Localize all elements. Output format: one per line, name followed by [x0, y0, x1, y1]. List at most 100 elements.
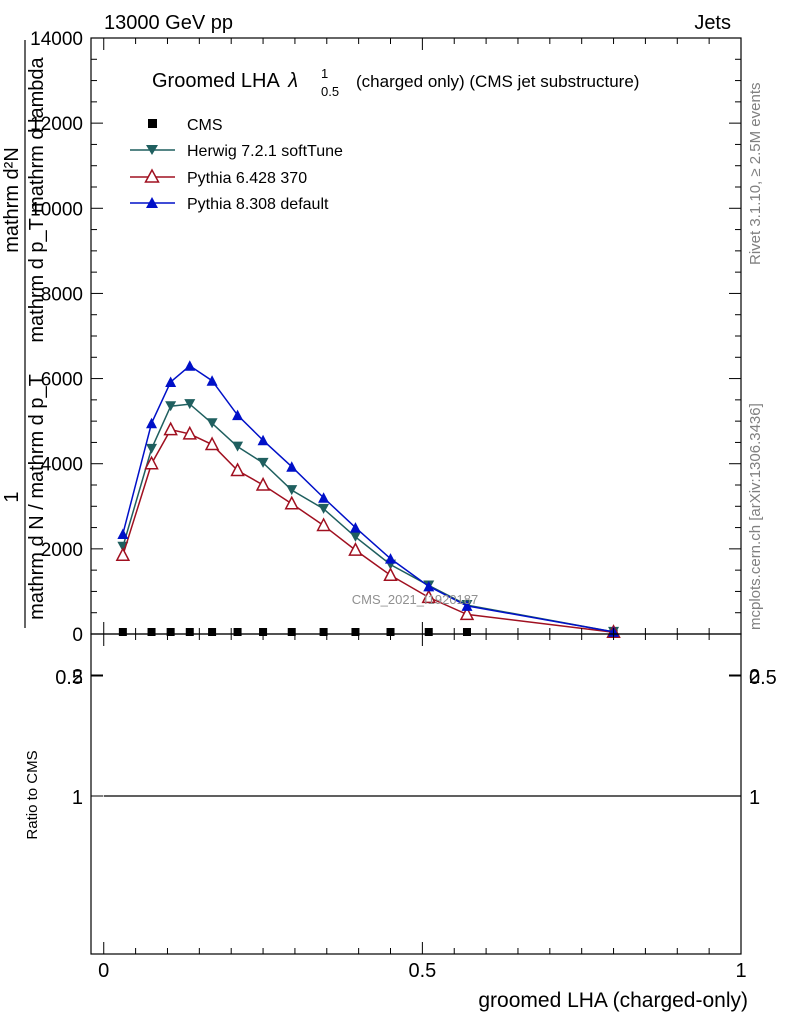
data-point — [284, 495, 299, 510]
ratio-axes: 0.5 0.5 1 1 2 2 0 0.5 1 — [55, 633, 777, 982]
y-tick-label: 12000 — [30, 114, 83, 135]
data-point — [287, 628, 296, 636]
y-label-numerator: mathrm d²N — [1, 147, 23, 253]
data-point — [232, 441, 244, 452]
data-point — [318, 503, 330, 514]
ratio-y-tick-label-right: 1 — [749, 787, 760, 809]
data-point — [383, 567, 398, 582]
chart-title-symbol: λ — [287, 70, 298, 92]
data-point — [144, 455, 159, 470]
data-point — [424, 628, 433, 636]
data-point — [115, 547, 131, 561]
data-point — [348, 542, 363, 556]
data-point — [319, 628, 328, 636]
data-point — [184, 399, 196, 410]
legend-label-pythia6: Pythia 6.428 370 — [187, 170, 307, 187]
data-point — [255, 476, 271, 491]
data-point — [421, 589, 436, 604]
y-tick-label: 4000 — [41, 455, 83, 476]
y-label-denominator: mathrm d p_T mathrm d lambda — [26, 56, 48, 342]
data-point — [257, 434, 269, 446]
legend-label-herwig: Herwig 7.2.1 softTune — [187, 143, 343, 160]
chart-title-sub: 0.5 — [321, 84, 339, 99]
ratio-panel: 0.5 0.5 1 1 2 2 0 0.5 1 Ratio to CMS groomed LHA… — [24, 633, 777, 1012]
legend-item-cms: CMS — [148, 117, 223, 134]
data-point — [459, 606, 475, 621]
y-tick-label: 14000 — [30, 29, 83, 50]
data-point — [208, 628, 217, 636]
x-axis-label: groomed LHA (charged-only) — [478, 989, 748, 1012]
data-point — [230, 462, 245, 477]
data-point — [461, 600, 473, 611]
data-point — [423, 580, 435, 592]
legend-item-herwig: Herwig 7.2.1 softTune — [130, 143, 343, 160]
data-point — [165, 376, 177, 387]
data-point — [286, 461, 298, 472]
data-point — [146, 417, 158, 429]
ratio-frame — [90, 633, 742, 955]
watermark: CMS_2021_I1920187 — [352, 592, 479, 607]
data-point — [462, 628, 471, 636]
data-point — [118, 628, 127, 636]
data-point — [163, 421, 178, 436]
data-point — [233, 628, 242, 636]
y-label-prefix-denominator: mathrm d N / mathrm d p_T — [26, 374, 48, 620]
chart-title-note: (charged only) (CMS jet substructure) — [356, 72, 639, 91]
main-panel: 0 2000 4000 6000 8000 10000 12000 14000 CMS_202… — [1, 29, 742, 646]
header-left-label: 13000 GeV pp — [104, 12, 233, 34]
chart-title-text: Groomed LHA — [152, 70, 280, 92]
data-point — [182, 425, 198, 440]
header-right-label: Jets — [694, 12, 731, 34]
y-tick-label: 2000 — [41, 540, 83, 561]
y-label-prefix: 1 — [1, 491, 23, 502]
mcplots-label: mcplots.cern.ch [arXiv:1306.3436] — [747, 403, 764, 630]
data-point — [316, 517, 331, 532]
data-point — [206, 375, 218, 386]
data-point — [185, 628, 194, 636]
ratio-y-tick-label-right: 0.5 — [749, 667, 777, 689]
data-point — [166, 628, 175, 636]
ratio-y-label: Ratio to CMS — [24, 750, 41, 839]
ratio-y-tick-label-right: 2 — [749, 666, 760, 688]
data-point — [204, 436, 220, 451]
ratio-y-tick-label: 0.5 — [55, 667, 83, 689]
x-tick-label: 0.5 — [408, 960, 436, 982]
legend-marker-cms — [148, 119, 157, 128]
legend-marker-herwig — [146, 145, 158, 155]
data-point — [257, 457, 269, 468]
chart-title-sup: 1 — [321, 66, 328, 81]
y-tick-label: 0 — [72, 625, 83, 646]
y-axis-label: 1 mathrm d N / mathrm d p_T mathrm d²N m… — [1, 40, 48, 628]
legend-label-pythia8: Pythia 8.308 default — [187, 196, 329, 213]
data-point — [146, 443, 158, 454]
series-line — [122, 364, 614, 633]
y-tick-label: 8000 — [41, 284, 83, 305]
legend-item-pythia8: Pythia 8.308 default — [130, 196, 329, 213]
data-point — [184, 360, 196, 371]
data-point — [286, 485, 298, 496]
legend-item-pythia6: Pythia 6.428 370 — [130, 168, 307, 187]
data-point — [351, 628, 360, 636]
y-tick-label: 10000 — [30, 199, 83, 220]
data-point — [385, 553, 397, 564]
data-point — [318, 492, 330, 503]
x-tick-label: 0 — [98, 960, 109, 982]
ratio-y-tick-label: 2 — [72, 666, 83, 688]
legend-label-cms: CMS — [187, 117, 223, 134]
main-series-layer — [115, 360, 621, 639]
chart-title: Groomed LHA λ — [152, 70, 298, 92]
ratio-y-tick-label: 1 — [72, 787, 83, 809]
y-tick-label: 6000 — [41, 370, 83, 391]
legend-marker-pythia6 — [144, 168, 160, 183]
rivet-label: Rivet 3.1.10, ≥ 2.5M events — [747, 83, 764, 266]
x-tick-label: 1 — [735, 960, 746, 982]
data-point — [206, 418, 218, 429]
data-point — [147, 628, 156, 636]
data-point — [117, 528, 129, 539]
legend-marker-pythia8 — [146, 197, 158, 208]
data-point — [349, 531, 361, 542]
data-point — [165, 401, 177, 412]
data-point — [232, 409, 244, 421]
legend: CMS Herwig 7.2.1 softTune Pythia 6.428 3… — [130, 117, 343, 213]
